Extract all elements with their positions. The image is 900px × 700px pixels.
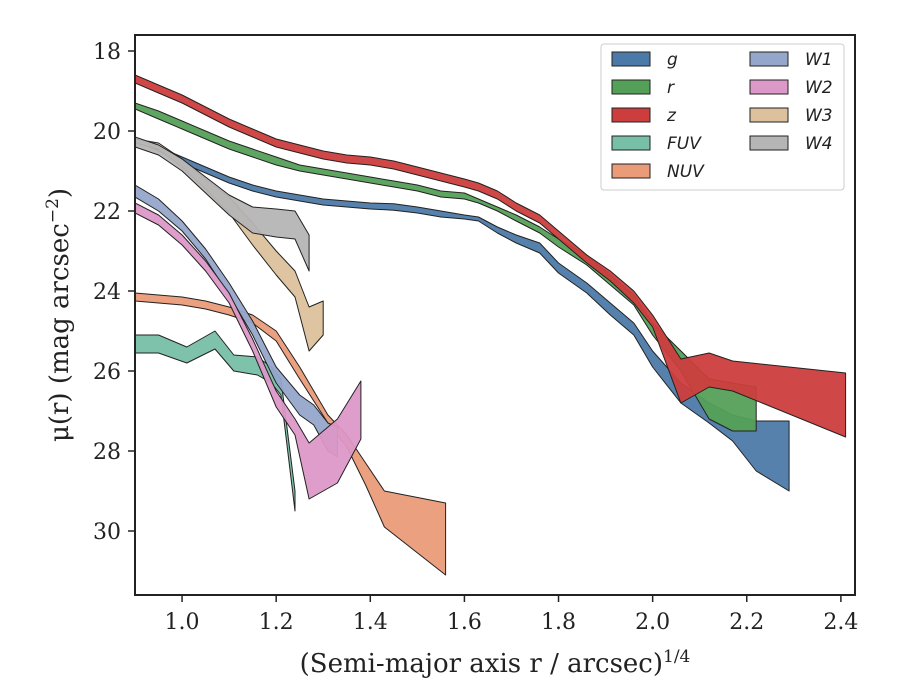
legend-label-fuv: FUV	[667, 134, 702, 154]
x-tick-label: 2.0	[635, 610, 670, 635]
legend-label-nuv: NUV	[667, 162, 705, 182]
plot-frame	[134, 34, 856, 596]
y-tick-label: 30	[93, 520, 121, 545]
band-w3	[135, 138, 324, 352]
legend-swatch-w1	[749, 51, 789, 67]
band-fuv	[135, 330, 296, 512]
band-w4	[135, 136, 310, 272]
y-axis-title: μ(r) (mag arcsec−2)	[43, 188, 75, 442]
legend-label-g: g	[667, 50, 678, 70]
legend-label-r: r	[667, 78, 675, 98]
band-r	[135, 102, 757, 432]
y-tick-label: 18	[93, 40, 121, 65]
x-tick-label: 1.0	[165, 610, 200, 635]
y-tick-label: 26	[93, 360, 121, 385]
x-tick-label: 1.2	[259, 610, 294, 635]
band-g	[135, 138, 790, 492]
band-w2	[135, 202, 362, 500]
legend-swatch-r	[611, 79, 651, 95]
legend-swatch-z	[611, 107, 651, 123]
legend-label-w1: W1	[805, 50, 833, 70]
x-axis-title: (Semi-major axis r / arcsec)1/4	[300, 647, 691, 679]
legend-swatch-fuv	[611, 135, 651, 151]
x-tick-label: 1.4	[353, 610, 388, 635]
y-tick-label: 28	[93, 440, 121, 465]
y-tick-label: 20	[93, 120, 121, 145]
x-tick-label: 1.8	[541, 610, 576, 635]
legend-swatch-w4	[749, 135, 789, 151]
x-axis: 1.0 1.2 1.4 1.6 1.8 2.0 2.2 2.4	[165, 595, 858, 635]
band-nuv	[135, 292, 447, 576]
series-bands	[135, 74, 847, 576]
x-tick-label: 2.2	[729, 610, 764, 635]
x-tick-label: 1.6	[447, 610, 482, 635]
legend: grz FUV NUV W1 W2 W3 W4	[600, 43, 845, 191]
x-tick-label: 2.4	[823, 610, 858, 635]
legend-label-w4: W4	[805, 134, 833, 154]
band-z	[135, 74, 847, 438]
y-axis: 18 20 22 24 26 28 30	[93, 40, 135, 545]
legend-swatch-w2	[749, 79, 789, 95]
y-tick-label: 24	[93, 280, 121, 305]
legend-swatch-g	[611, 51, 651, 67]
legend-label-w3: W3	[805, 106, 833, 126]
legend-label-z: z	[666, 106, 677, 126]
legend-label-w2: W2	[805, 78, 833, 98]
legend-swatch-w3	[749, 107, 789, 123]
y-tick-label: 22	[93, 200, 121, 225]
legend-swatch-nuv	[611, 163, 651, 179]
